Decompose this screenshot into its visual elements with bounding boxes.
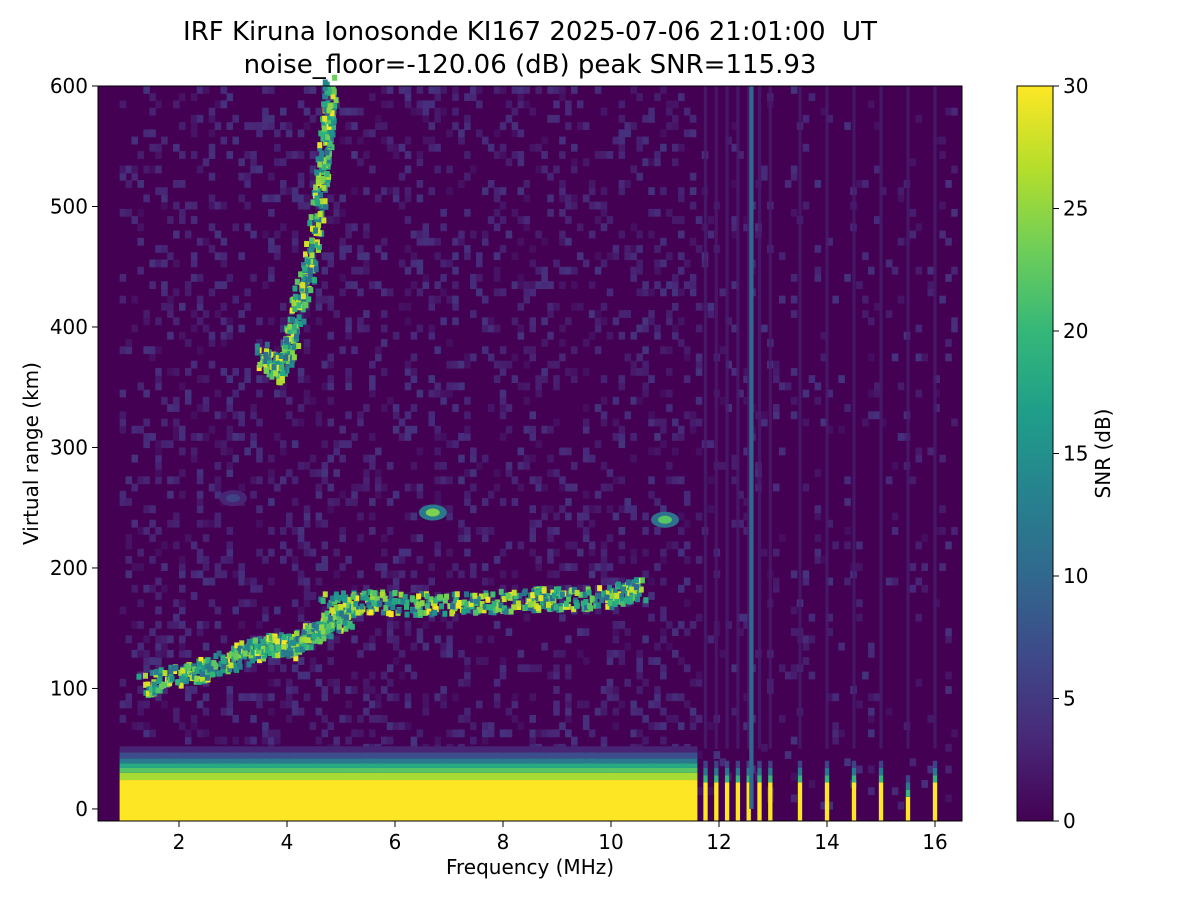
ground-spike-3 <box>735 760 741 821</box>
x-tick-label-2: 6 <box>389 830 402 854</box>
freq-streak-3 <box>736 86 740 749</box>
y-tick-label-5: 500 <box>50 194 88 218</box>
heatmap-layer <box>98 74 962 821</box>
colorbar <box>1016 85 1054 822</box>
y-tick-label-0: 0 <box>75 797 88 821</box>
chart-title: IRF Kiruna Ionosonde KI167 2025-07-06 21… <box>183 17 877 47</box>
echo-patch-0 <box>651 511 679 528</box>
trace-0 <box>136 602 361 699</box>
trace-1 <box>318 577 649 618</box>
cbar-tick-label-4: 20 <box>1063 319 1088 343</box>
cbar-tick-label-3: 15 <box>1063 442 1088 466</box>
y-tick-label-2: 200 <box>50 556 88 580</box>
plot-frame <box>97 85 963 822</box>
echo-patch-1 <box>418 504 447 521</box>
ground-spike-7 <box>797 760 803 821</box>
y-tick-label-4: 400 <box>50 315 88 339</box>
ground-spike-6 <box>768 760 773 821</box>
freq-streak-8 <box>825 86 829 749</box>
y-tick-label-1: 100 <box>50 676 88 700</box>
y-tick-label-6: 600 <box>50 74 88 98</box>
x-axis: 2 4 6 8 10 12 14 16 <box>173 821 948 854</box>
ground-spike-8 <box>824 760 830 821</box>
ground-spike-9 <box>851 760 857 821</box>
x-tick-label-7: 16 <box>922 830 947 854</box>
x-tick-label-5: 12 <box>706 830 731 854</box>
ground-spike-12 <box>932 760 938 821</box>
cbar-tick-label-1: 5 <box>1063 687 1076 711</box>
x-tick-label-4: 10 <box>598 830 623 854</box>
freq-streak-6 <box>768 86 772 749</box>
x-tick-label-1: 4 <box>281 830 294 854</box>
cbar-tick-label-2: 10 <box>1063 564 1088 588</box>
x-axis-label: Frequency (MHz) <box>446 855 614 879</box>
freq-streak-12 <box>933 86 937 749</box>
ground-echo-band <box>119 746 698 821</box>
ground-spike-1 <box>714 760 719 821</box>
ground-spike-2 <box>724 760 730 821</box>
freq-streak-11 <box>906 86 910 749</box>
freq-streak-0 <box>703 86 708 749</box>
ground-spike-10 <box>878 760 884 821</box>
freq-streak-7 <box>798 86 802 749</box>
ground-spike-11 <box>905 775 911 821</box>
cbar-tick-label-0: 0 <box>1063 809 1076 833</box>
cbar-tick-label-6: 30 <box>1063 74 1088 98</box>
y-axis-label: Virtual range (km) <box>19 362 43 545</box>
chart-subtitle: noise_floor=-120.06 (dB) peak SNR=115.93 <box>243 50 817 80</box>
colorbar-label: SNR (dB) <box>1091 409 1115 499</box>
freq-streak-2 <box>725 86 729 749</box>
x-tick-label-6: 14 <box>814 830 839 854</box>
ground-spike-5 <box>757 760 762 821</box>
freq-streak-1 <box>714 86 718 749</box>
cbar-tick-label-5: 25 <box>1063 197 1088 221</box>
ground-spike-4 <box>746 760 751 821</box>
trace-2 <box>254 74 339 386</box>
freq-streak-9 <box>852 86 856 749</box>
freq-streak-10 <box>879 86 883 749</box>
ground-spike-0 <box>703 760 708 821</box>
y-tick-label-3: 300 <box>50 435 88 459</box>
x-tick-label-0: 2 <box>173 830 186 854</box>
y-axis: 0 100 200 300 400 500 600 <box>50 74 98 821</box>
x-tick-label-3: 8 <box>497 830 510 854</box>
freq-streak-4 <box>747 86 751 749</box>
freq-streak-5 <box>757 86 762 749</box>
colorbar-axis: 0 5 10 15 20 25 30 <box>1053 74 1088 833</box>
vertical-column-0 <box>749 86 754 809</box>
echo-patch-2 <box>219 490 247 507</box>
